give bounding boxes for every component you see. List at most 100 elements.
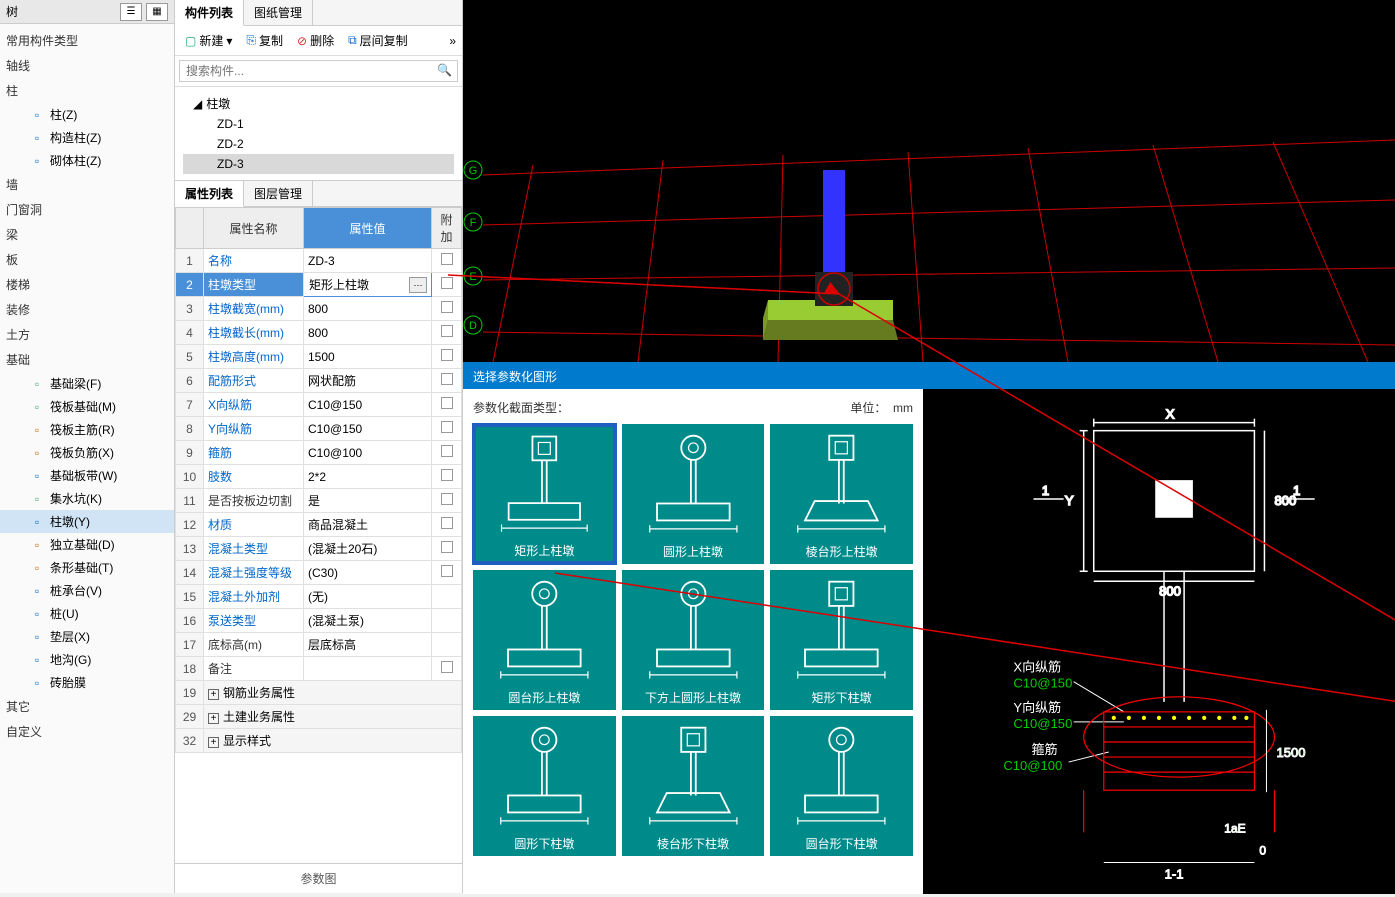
nav-item[interactable]: ▫桩承台(V) <box>0 579 174 602</box>
copy-icon: ⎘ <box>246 33 256 48</box>
prop-row[interactable]: 1名称ZD-3 <box>176 249 462 273</box>
prop-row[interactable]: 11是否按板边切割是 <box>176 489 462 513</box>
nav-item[interactable]: ▫基础梁(F) <box>0 372 174 395</box>
prop-row[interactable]: 8Y向纵筋C10@150 <box>176 417 462 441</box>
prop-expand-row[interactable]: 19+钢筋业务属性 <box>176 681 462 705</box>
nav-item[interactable]: ▫筏板负筋(X) <box>0 441 174 464</box>
nav-item[interactable]: ▫砌体柱(Z) <box>0 149 174 172</box>
add-checkbox[interactable] <box>441 397 453 409</box>
prop-row[interactable]: 16泵送类型(混凝土泵) <box>176 609 462 633</box>
nav-item[interactable]: ▫柱(Z) <box>0 103 174 126</box>
prop-row[interactable]: 18备注 <box>176 657 462 681</box>
search-icon[interactable]: 🔍 <box>437 63 452 77</box>
prop-row[interactable]: 10肢数2*2 <box>176 465 462 489</box>
prop-row[interactable]: 13混凝土类型(混凝土20石) <box>176 537 462 561</box>
add-checkbox[interactable] <box>441 445 453 457</box>
add-checkbox[interactable] <box>441 349 453 361</box>
tab-prop-list[interactable]: 属性列表 <box>175 181 244 207</box>
delete-button[interactable]: ⊘删除 <box>293 30 338 51</box>
nav-category[interactable]: 门窗洞 <box>0 197 174 222</box>
prop-expand-row[interactable]: 29+土建业务属性 <box>176 705 462 729</box>
shape-thumb[interactable]: 下方上圆形上柱墩 <box>622 570 765 710</box>
shape-thumb[interactable]: 圆形下柱墩 <box>473 716 616 856</box>
shape-thumb[interactable]: 圆形上柱墩 <box>622 424 765 564</box>
shape-thumb[interactable]: 矩形上柱墩 <box>473 424 616 564</box>
add-checkbox[interactable] <box>441 469 453 481</box>
nav-category[interactable]: 常用构件类型 <box>0 28 174 53</box>
nav-category[interactable]: 梁 <box>0 222 174 247</box>
toolbar-more-icon[interactable]: » <box>449 34 456 48</box>
tab-layer-mgmt[interactable]: 图层管理 <box>244 181 313 206</box>
tab-drawing-mgmt[interactable]: 图纸管理 <box>244 0 313 25</box>
add-checkbox[interactable] <box>441 301 453 313</box>
pier-icon: ▫ <box>30 515 44 529</box>
nav-item[interactable]: ▫条形基础(T) <box>0 556 174 579</box>
nav-category[interactable]: 自定义 <box>0 719 174 744</box>
nav-item[interactable]: ▫柱墩(Y) <box>0 510 174 533</box>
nav-item[interactable]: ▫基础板带(W) <box>0 464 174 487</box>
svg-text:0: 0 <box>1259 843 1266 857</box>
add-checkbox[interactable] <box>441 277 453 289</box>
3d-viewport[interactable]: GFED <box>463 0 1395 362</box>
nav-category[interactable]: 板 <box>0 247 174 272</box>
shape-thumb[interactable]: 矩形下柱墩 <box>770 570 913 710</box>
add-checkbox[interactable] <box>441 661 453 673</box>
nav-category[interactable]: 墙 <box>0 172 174 197</box>
viewport-canvas: GFED <box>463 0 1395 362</box>
tree-leaf[interactable]: ZD-2 <box>183 134 454 154</box>
tree-leaf[interactable]: ZD-1 <box>183 114 454 134</box>
add-checkbox[interactable] <box>441 493 453 505</box>
nav-item[interactable]: ▫构造柱(Z) <box>0 126 174 149</box>
prop-row[interactable]: 2柱墩类型⋯ <box>176 273 462 297</box>
prop-row[interactable]: 6配筋形式网状配筋 <box>176 369 462 393</box>
nav-item[interactable]: ▫集水坑(K) <box>0 487 174 510</box>
new-button[interactable]: ▢新建 ▾ <box>181 30 236 51</box>
nav-category[interactable]: 装修 <box>0 297 174 322</box>
nav-item[interactable]: ▫独立基础(D) <box>0 533 174 556</box>
view-list-icon[interactable]: ☰ <box>120 3 142 21</box>
prop-row[interactable]: 7X向纵筋C10@150 <box>176 393 462 417</box>
nav-category[interactable]: 柱 <box>0 78 174 103</box>
prop-row[interactable]: 5柱墩高度(mm)1500 <box>176 345 462 369</box>
add-checkbox[interactable] <box>441 421 453 433</box>
view-grid-icon[interactable]: ▦ <box>146 3 168 21</box>
prop-row[interactable]: 15混凝土外加剂(无) <box>176 585 462 609</box>
prop-row[interactable]: 3柱墩截宽(mm)800 <box>176 297 462 321</box>
shape-thumb[interactable]: 圆台形上柱墩 <box>473 570 616 710</box>
add-checkbox[interactable] <box>441 373 453 385</box>
nav-item[interactable]: ▫垫层(X) <box>0 625 174 648</box>
nav-category[interactable]: 轴线 <box>0 53 174 78</box>
prop-row[interactable]: 9箍筋C10@100 <box>176 441 462 465</box>
prop-row[interactable]: 12材质商品混凝土 <box>176 513 462 537</box>
nav-item[interactable]: ▫砖胎膜 <box>0 671 174 694</box>
prop-row[interactable]: 4柱墩截长(mm)800 <box>176 321 462 345</box>
shape-thumb[interactable]: 棱台形下柱墩 <box>622 716 765 856</box>
nav-item[interactable]: ▫筏板主筋(R) <box>0 418 174 441</box>
add-checkbox[interactable] <box>441 517 453 529</box>
tree-root[interactable]: ◢柱墩 <box>183 93 454 114</box>
nav-category[interactable]: 其它 <box>0 694 174 719</box>
prop-expand-row[interactable]: 32+显示样式 <box>176 729 462 753</box>
nav-item[interactable]: ▫地沟(G) <box>0 648 174 671</box>
nav-item[interactable]: ▫桩(U) <box>0 602 174 625</box>
shape-thumb[interactable]: 圆台形下柱墩 <box>770 716 913 856</box>
nav-category[interactable]: 基础 <box>0 347 174 372</box>
add-checkbox[interactable] <box>441 253 453 265</box>
add-checkbox[interactable] <box>441 325 453 337</box>
more-button[interactable]: ⋯ <box>409 277 427 293</box>
search-input[interactable] <box>179 60 458 82</box>
prop-row[interactable]: 14混凝土强度等级(C30) <box>176 561 462 585</box>
add-checkbox[interactable] <box>441 541 453 553</box>
layer-copy-button[interactable]: ⧉层间复制 <box>344 30 412 51</box>
shape-thumb[interactable]: 棱台形上柱墩 <box>770 424 913 564</box>
nav-category[interactable]: 土方 <box>0 322 174 347</box>
tab-component-list[interactable]: 构件列表 <box>175 0 244 26</box>
add-checkbox[interactable] <box>441 565 453 577</box>
nav-item[interactable]: ▫筏板基础(M) <box>0 395 174 418</box>
param-diagram-button[interactable]: 参数图 <box>175 864 462 893</box>
prop-value-input[interactable] <box>308 277 405 293</box>
copy-button[interactable]: ⎘复制 <box>242 30 287 51</box>
prop-row[interactable]: 17底标高(m)层底标高 <box>176 633 462 657</box>
nav-category[interactable]: 楼梯 <box>0 272 174 297</box>
tree-leaf[interactable]: ZD-3 <box>183 154 454 174</box>
